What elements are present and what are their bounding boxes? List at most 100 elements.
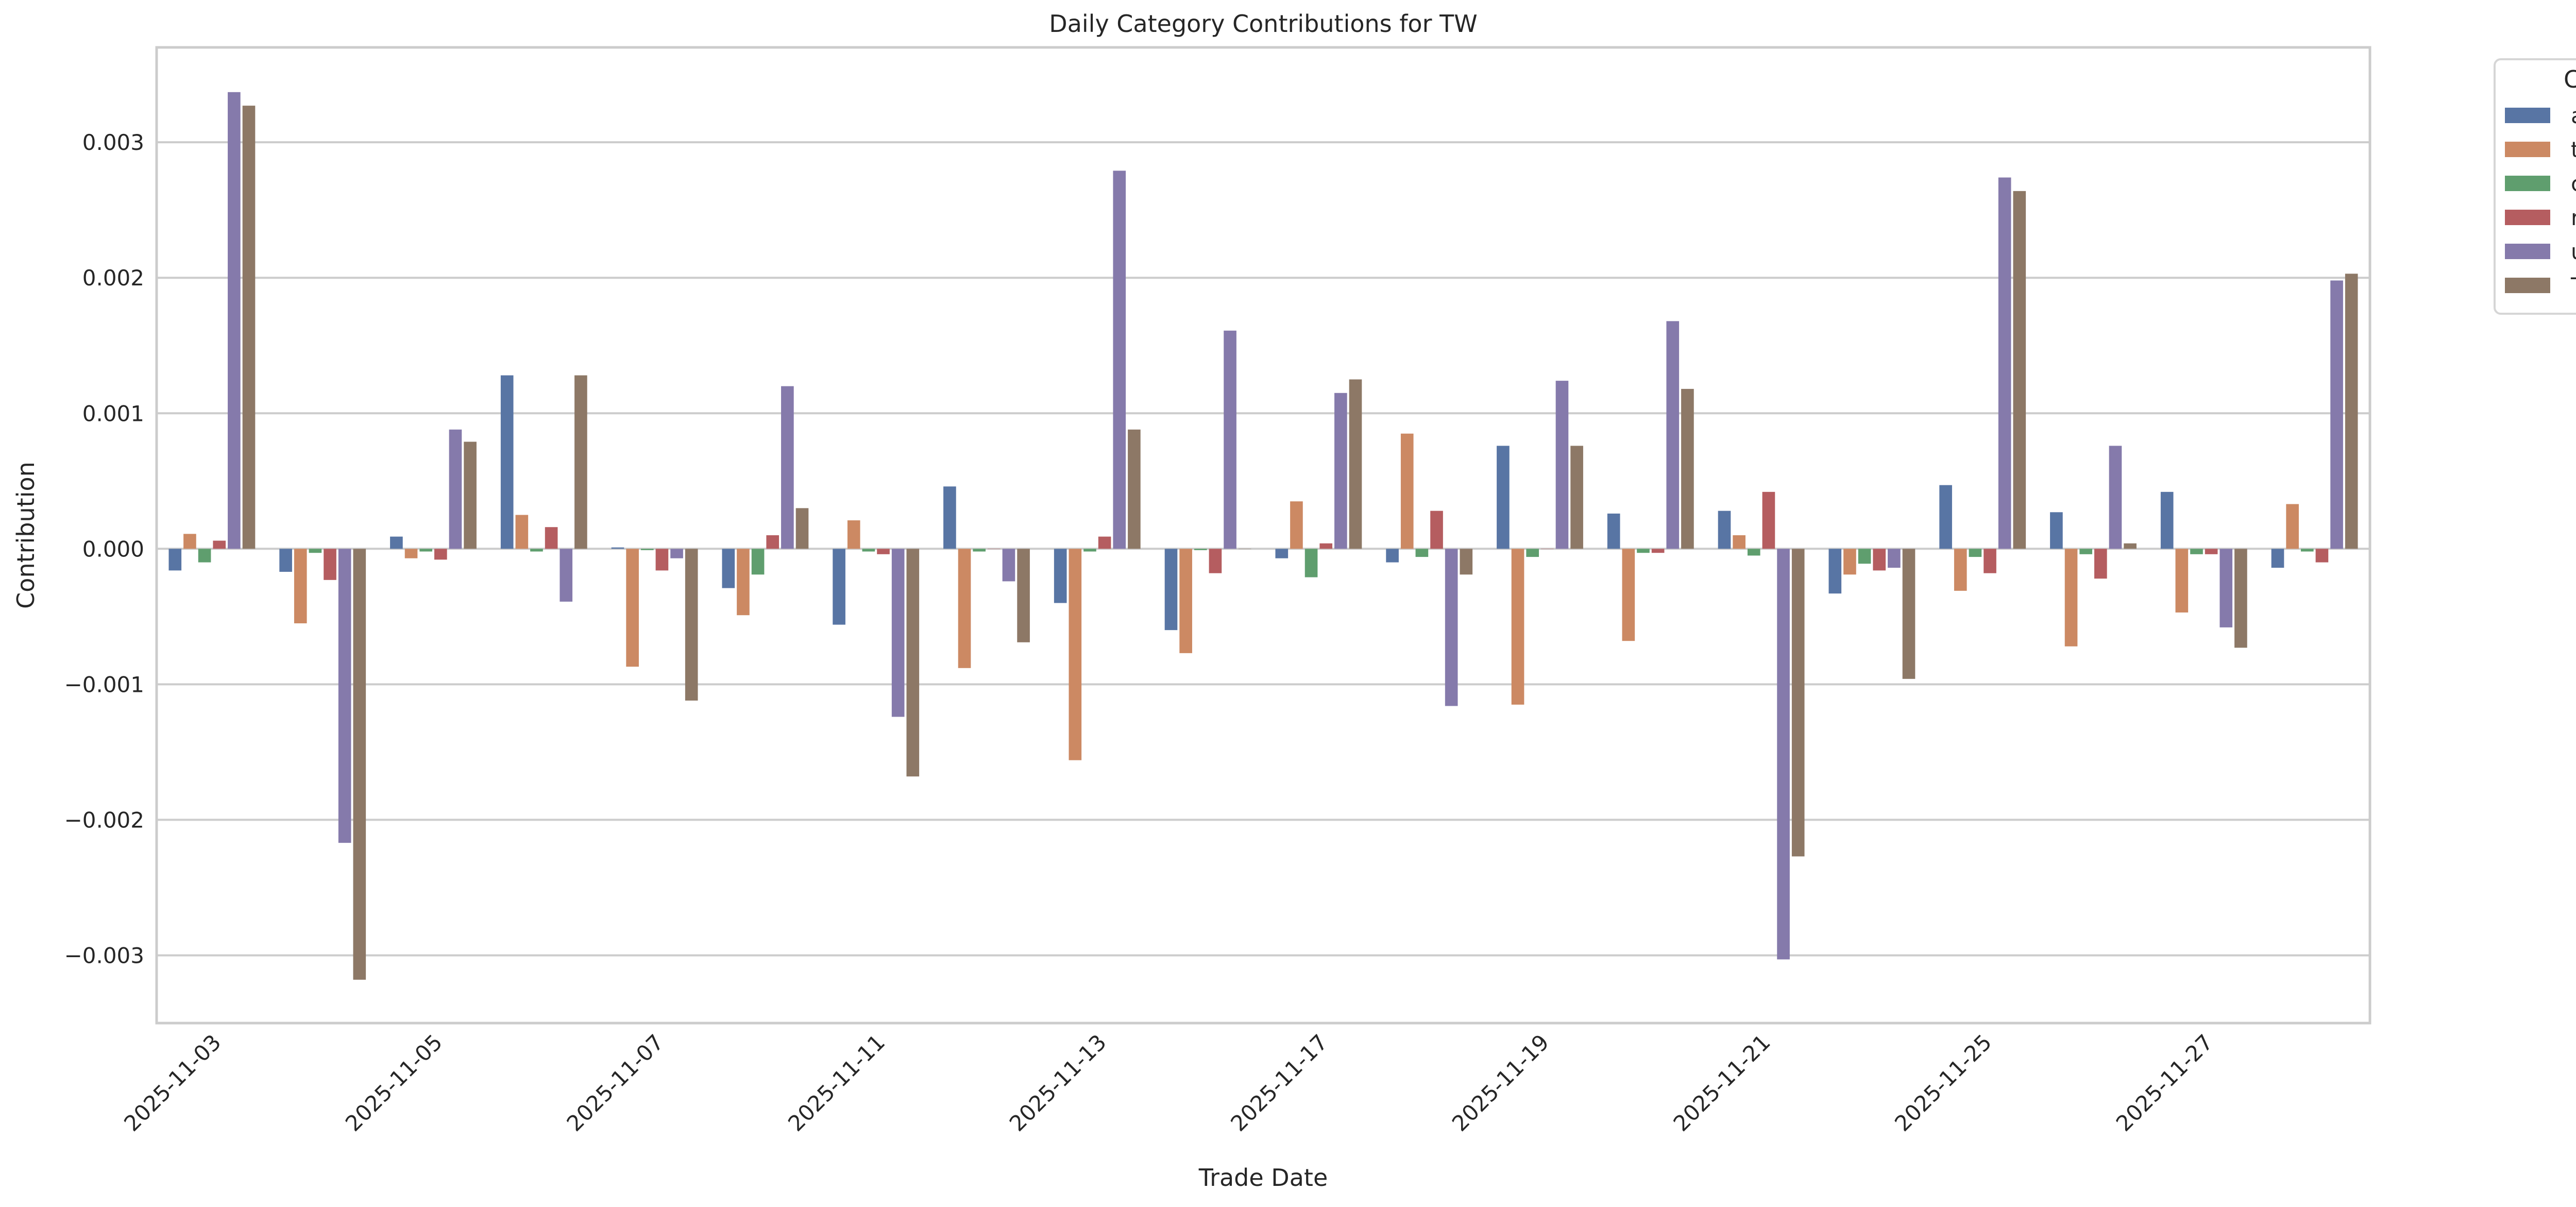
bar-unexplained bbox=[1777, 549, 1790, 960]
bar-alpha-total bbox=[279, 549, 292, 572]
bar-tilt-total bbox=[1069, 549, 1082, 760]
bar-unexplained bbox=[2330, 280, 2343, 549]
bar-tilt-total bbox=[1290, 501, 1303, 549]
bar-total bbox=[1128, 429, 1141, 549]
bar-tilt-total bbox=[2286, 504, 2299, 549]
bar-alpha-total bbox=[611, 547, 624, 549]
bar-unexplained bbox=[1113, 171, 1126, 549]
bar-alpha-total bbox=[1828, 549, 1842, 594]
bar-risk-exposure bbox=[2315, 549, 2329, 563]
y-axis-label: Contribution bbox=[12, 462, 40, 609]
bar-alpha-total bbox=[1718, 511, 1731, 549]
legend-label: cost bbox=[2571, 171, 2576, 196]
bar-risk-exposure bbox=[1762, 491, 1775, 549]
bar-total bbox=[2013, 191, 2026, 549]
x-tick-label: 2025-11-19 bbox=[1447, 1029, 1554, 1136]
bar-unexplained bbox=[1888, 549, 1901, 568]
bar-risk-exposure bbox=[213, 540, 226, 549]
bar-alpha-total bbox=[1607, 513, 1620, 549]
bar-total bbox=[353, 549, 366, 980]
bar-total bbox=[685, 549, 698, 701]
bar-tilt-total bbox=[737, 549, 750, 616]
bar-total bbox=[464, 441, 477, 549]
bar-risk-exposure bbox=[766, 535, 779, 549]
bar-tilt-total bbox=[2175, 549, 2189, 613]
bar-unexplained bbox=[1445, 549, 1458, 706]
legend-swatch bbox=[2505, 108, 2550, 123]
bar-risk-exposure bbox=[2094, 549, 2107, 579]
bar-unexplained bbox=[338, 549, 351, 843]
legend-title: Category bbox=[2564, 65, 2576, 93]
legend-swatch bbox=[2505, 210, 2550, 225]
bar-tilt-total bbox=[404, 549, 418, 558]
bar-cost bbox=[2079, 549, 2092, 554]
bar-total bbox=[1017, 549, 1030, 642]
bar-tilt-total bbox=[1733, 535, 1745, 549]
bar-cost bbox=[1304, 549, 1318, 577]
bar-unexplained bbox=[1555, 381, 1569, 549]
bar-total bbox=[1349, 379, 1362, 549]
bar-alpha-total bbox=[722, 549, 735, 588]
bar-cost bbox=[973, 549, 986, 552]
bar-risk-exposure bbox=[877, 549, 890, 554]
bar-tilt-total bbox=[515, 515, 529, 549]
bar-tilt-total bbox=[847, 520, 860, 549]
x-axis-label: Trade Date bbox=[1198, 1164, 1328, 1192]
y-tick-label: 0.001 bbox=[82, 401, 144, 426]
x-tick-label: 2025-11-17 bbox=[1226, 1029, 1332, 1136]
bar-risk-exposure bbox=[324, 549, 336, 580]
bar-tilt-total bbox=[1954, 549, 1967, 591]
bar-total bbox=[1460, 549, 1473, 575]
legend-swatch bbox=[2505, 244, 2550, 259]
bar-cost bbox=[1969, 549, 1982, 557]
bar-total bbox=[574, 375, 587, 549]
bar-total bbox=[795, 508, 809, 549]
bar-total bbox=[2345, 274, 2358, 549]
y-tick-label: −0.002 bbox=[64, 807, 144, 832]
y-tick-label: 0.003 bbox=[82, 130, 144, 155]
bar-risk-exposure bbox=[1209, 549, 1222, 573]
x-tick-label: 2025-11-07 bbox=[562, 1029, 668, 1136]
bar-alpha-total bbox=[943, 486, 956, 549]
bar-total bbox=[906, 549, 920, 777]
bar-total bbox=[1570, 446, 1583, 549]
chart-title: Daily Category Contributions for TW bbox=[1049, 10, 1477, 38]
legend-label: tilt_total bbox=[2571, 137, 2576, 162]
legend-swatch bbox=[2505, 142, 2550, 157]
bar-cost bbox=[419, 549, 432, 552]
y-tick-label: −0.001 bbox=[64, 672, 144, 697]
bar-total bbox=[2124, 543, 2137, 549]
y-tick-label: −0.003 bbox=[64, 943, 144, 968]
bar-unexplained bbox=[781, 386, 794, 549]
bar-total bbox=[1902, 549, 1916, 679]
bar-tilt-total bbox=[2064, 549, 2078, 647]
bar-cost bbox=[198, 549, 211, 563]
bar-unexplained bbox=[2219, 549, 2233, 627]
bar-risk-exposure bbox=[1430, 511, 1443, 549]
bar-risk-exposure bbox=[434, 549, 447, 560]
bar-alpha-total bbox=[2050, 512, 2063, 549]
legend-swatch bbox=[2505, 278, 2550, 293]
bar-risk-exposure bbox=[545, 527, 558, 549]
y-tick-label: 0.002 bbox=[82, 265, 144, 291]
x-tick-label: 2025-11-21 bbox=[1668, 1029, 1775, 1136]
grid-lines bbox=[157, 141, 2370, 957]
legend-swatch bbox=[2505, 176, 2550, 191]
bar-cost bbox=[862, 549, 875, 552]
bar-tilt-total bbox=[1843, 549, 1856, 575]
bar-cost bbox=[2190, 549, 2203, 554]
bar-cost bbox=[2300, 549, 2314, 552]
bar-cost bbox=[640, 549, 654, 550]
bar-alpha-total bbox=[1054, 549, 1067, 603]
bar-unexplained bbox=[1224, 330, 1236, 549]
bars bbox=[168, 92, 2358, 980]
bar-risk-exposure bbox=[2205, 549, 2218, 554]
bar-unexplained bbox=[449, 429, 462, 549]
bar-alpha-total bbox=[833, 549, 845, 625]
y-tick-labels: −0.003 −0.002 −0.001 0.000 0.001 0.002 0.003 bbox=[64, 130, 144, 968]
bar-tilt-total bbox=[1400, 433, 1414, 549]
legend-label: Total bbox=[2570, 273, 2576, 298]
bar-tilt-total bbox=[1622, 549, 1635, 641]
legend: Category alpha_total tilt_totalcost risk_e… bbox=[2494, 58, 2576, 315]
bar-tilt-total bbox=[183, 534, 196, 549]
